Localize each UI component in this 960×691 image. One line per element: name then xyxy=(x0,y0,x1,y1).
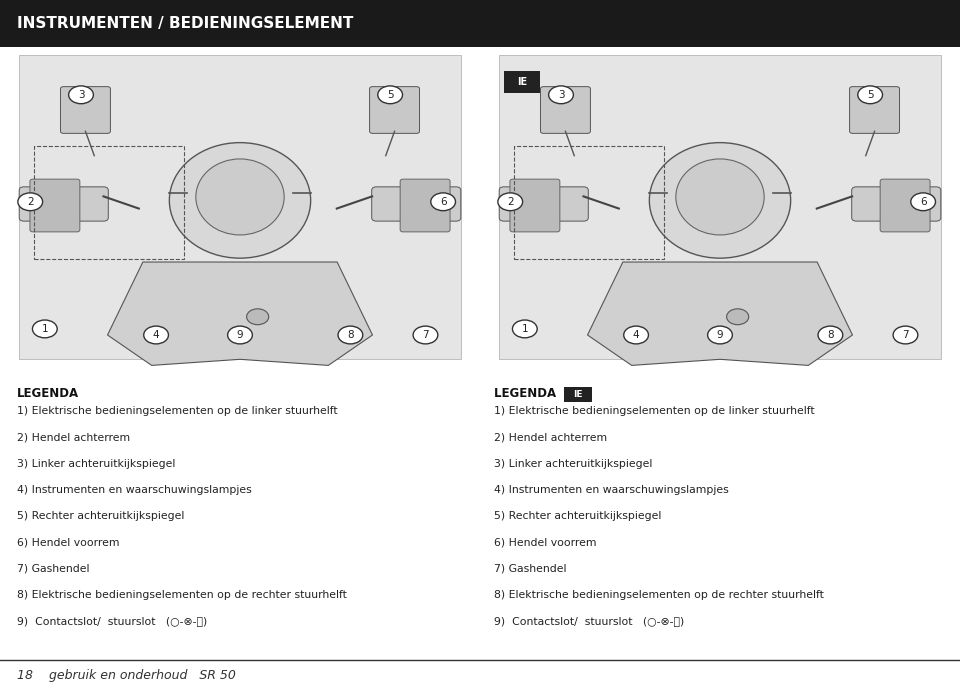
Circle shape xyxy=(498,193,522,211)
Ellipse shape xyxy=(676,159,764,235)
Circle shape xyxy=(247,309,269,325)
Circle shape xyxy=(338,326,363,344)
Text: 18    gebruik en onderhoud   SR 50: 18 gebruik en onderhoud SR 50 xyxy=(17,670,236,682)
Text: 5) Rechter achteruitkijkspiegel: 5) Rechter achteruitkijkspiegel xyxy=(494,511,661,521)
Text: 6) Hendel voorrem: 6) Hendel voorrem xyxy=(17,538,120,547)
Text: 4: 4 xyxy=(633,330,639,340)
Text: 7: 7 xyxy=(422,330,429,340)
Text: 5) Rechter achteruitkijkspiegel: 5) Rechter achteruitkijkspiegel xyxy=(17,511,184,521)
Text: 9)  Contactslot/  stuurslot   (○-⊗-🔒): 9) Contactslot/ stuurslot (○-⊗-🔒) xyxy=(17,616,207,626)
Text: 3: 3 xyxy=(78,90,84,100)
Text: 9: 9 xyxy=(717,330,723,340)
Text: 3: 3 xyxy=(558,90,564,100)
Text: 6: 6 xyxy=(920,197,926,207)
Text: 8: 8 xyxy=(828,330,833,340)
Text: 2: 2 xyxy=(27,197,34,207)
Text: 1) Elektrische bedieningselementen op de linker stuurhelft: 1) Elektrische bedieningselementen op de… xyxy=(17,406,338,416)
FancyBboxPatch shape xyxy=(30,179,80,232)
Text: 4: 4 xyxy=(153,330,159,340)
Ellipse shape xyxy=(649,142,791,258)
Text: 1: 1 xyxy=(521,324,528,334)
Text: IE: IE xyxy=(517,77,527,87)
FancyBboxPatch shape xyxy=(19,55,461,359)
Text: 9)  Contactslot/  stuurslot   (○-⊗-🔒): 9) Contactslot/ stuurslot (○-⊗-🔒) xyxy=(494,616,684,626)
Text: 4) Instrumenten en waarschuwingslampjes: 4) Instrumenten en waarschuwingslampjes xyxy=(494,485,730,495)
FancyBboxPatch shape xyxy=(850,86,900,133)
Circle shape xyxy=(513,320,538,338)
Circle shape xyxy=(727,309,749,325)
Circle shape xyxy=(549,86,573,104)
FancyBboxPatch shape xyxy=(540,86,590,133)
Polygon shape xyxy=(588,262,852,366)
Circle shape xyxy=(893,326,918,344)
Text: 2: 2 xyxy=(507,197,514,207)
Text: 7) Gashendel: 7) Gashendel xyxy=(17,564,90,574)
FancyBboxPatch shape xyxy=(499,187,588,221)
Text: 8) Elektrische bedieningselementen op de rechter stuurhelft: 8) Elektrische bedieningselementen op de… xyxy=(17,590,348,600)
FancyBboxPatch shape xyxy=(370,86,420,133)
Ellipse shape xyxy=(169,142,311,258)
Text: LEGENDA: LEGENDA xyxy=(494,387,561,400)
Text: 8: 8 xyxy=(348,330,353,340)
FancyBboxPatch shape xyxy=(852,187,941,221)
Text: 6: 6 xyxy=(440,197,446,207)
Text: 3) Linker achteruitkijkspiegel: 3) Linker achteruitkijkspiegel xyxy=(17,459,176,468)
Text: 2) Hendel achterrem: 2) Hendel achterrem xyxy=(17,433,131,442)
Circle shape xyxy=(18,193,42,211)
Text: 3) Linker achteruitkijkspiegel: 3) Linker achteruitkijkspiegel xyxy=(494,459,653,468)
Circle shape xyxy=(911,193,935,211)
Text: 2) Hendel achterrem: 2) Hendel achterrem xyxy=(494,433,608,442)
FancyBboxPatch shape xyxy=(372,187,461,221)
FancyBboxPatch shape xyxy=(60,86,110,133)
FancyBboxPatch shape xyxy=(19,187,108,221)
Text: LEGENDA: LEGENDA xyxy=(17,387,80,400)
Circle shape xyxy=(858,86,882,104)
Circle shape xyxy=(431,193,455,211)
Text: 9: 9 xyxy=(237,330,243,340)
Circle shape xyxy=(69,86,93,104)
Text: INSTRUMENTEN / BEDIENINGSELEMENT: INSTRUMENTEN / BEDIENINGSELEMENT xyxy=(17,16,353,31)
Circle shape xyxy=(33,320,58,338)
Text: 4) Instrumenten en waarschuwingslampjes: 4) Instrumenten en waarschuwingslampjes xyxy=(17,485,252,495)
FancyBboxPatch shape xyxy=(504,71,540,93)
Text: 7) Gashendel: 7) Gashendel xyxy=(494,564,567,574)
FancyBboxPatch shape xyxy=(880,179,930,232)
Text: 7: 7 xyxy=(902,330,909,340)
FancyBboxPatch shape xyxy=(499,55,941,359)
Circle shape xyxy=(228,326,252,344)
Text: 8) Elektrische bedieningselementen op de rechter stuurhelft: 8) Elektrische bedieningselementen op de… xyxy=(494,590,825,600)
FancyBboxPatch shape xyxy=(564,387,592,402)
FancyBboxPatch shape xyxy=(510,179,560,232)
Text: 5: 5 xyxy=(867,90,874,100)
Text: 5: 5 xyxy=(387,90,394,100)
Polygon shape xyxy=(108,262,372,366)
Text: 1) Elektrische bedieningselementen op de linker stuurhelft: 1) Elektrische bedieningselementen op de… xyxy=(494,406,815,416)
FancyBboxPatch shape xyxy=(0,0,960,47)
Text: IE: IE xyxy=(573,390,583,399)
FancyBboxPatch shape xyxy=(400,179,450,232)
Circle shape xyxy=(624,326,648,344)
Text: 6) Hendel voorrem: 6) Hendel voorrem xyxy=(494,538,597,547)
Ellipse shape xyxy=(196,159,284,235)
Circle shape xyxy=(413,326,438,344)
Circle shape xyxy=(378,86,402,104)
Circle shape xyxy=(818,326,843,344)
Text: 1: 1 xyxy=(41,324,48,334)
Circle shape xyxy=(144,326,168,344)
Circle shape xyxy=(708,326,732,344)
